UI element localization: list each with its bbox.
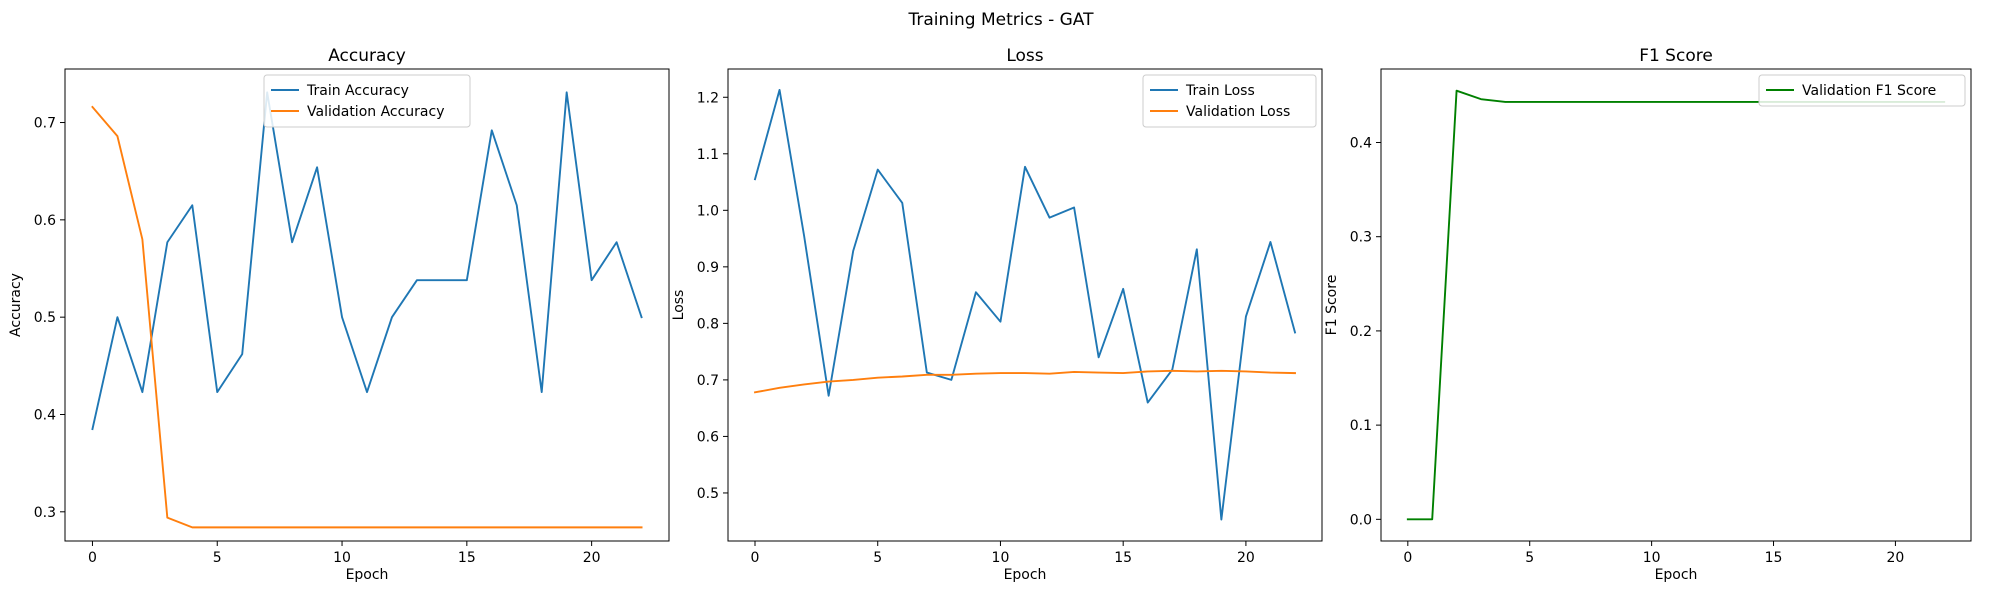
x-tick-label: 20 [583, 550, 601, 566]
x-tick-label: 10 [333, 550, 351, 566]
f1-score-x-axis-label: Epoch [1655, 567, 1698, 583]
accuracy-y-axis-label: Accuracy [8, 273, 24, 337]
loss-subplot-title: Loss [1006, 46, 1043, 66]
f1-score-subplot: 0 5 10 15 20 0.0 0.1 0.2 0.3 0.4 F1 Score Epoch F1 S… [1324, 46, 1972, 583]
legend-frame [1758, 74, 1966, 107]
legend-frame [1142, 74, 1317, 128]
y-tick-label: 0.4 [1350, 135, 1372, 151]
loss-legend: Train Loss Validation Loss [1142, 74, 1317, 128]
y-tick-label: 0.5 [697, 486, 719, 502]
loss-plot-frame [727, 68, 1323, 542]
y-tick-label: 0.1 [1350, 418, 1372, 434]
x-tick-label: 0 [751, 550, 760, 566]
validation-accuracy-line [91, 105, 643, 529]
y-tick-label: 0.3 [34, 505, 56, 521]
x-tick-label: 5 [1525, 550, 1534, 566]
accuracy-x-axis-label: Epoch [346, 567, 389, 583]
y-tick-label: 0.7 [34, 116, 56, 132]
x-tick-label: 15 [1765, 550, 1783, 566]
loss-y-axis-label: Loss [671, 290, 687, 321]
x-tick-label: 0 [88, 550, 97, 566]
loss-subplot: 0 5 10 15 20 0.5 0.6 0.7 0.8 0.9 1.0 1.1 1.2 Loss Epoc… [671, 46, 1323, 583]
accuracy-subplot-title: Accuracy [328, 46, 406, 66]
accuracy-legend: Train Accuracy Validation Accuracy [263, 74, 471, 128]
legend-entry-label: Train Accuracy [306, 83, 409, 99]
y-tick-label: 0.4 [34, 407, 56, 423]
x-tick-label: 20 [1887, 550, 1905, 566]
accuracy-subplot: 0 5 10 15 20 0.3 0.4 0.5 0.6 0.7 Accuracy Epoch Accu… [8, 46, 670, 583]
x-tick-label: 5 [873, 550, 882, 566]
accuracy-plot-frame [64, 68, 670, 542]
validation-loss-line [753, 369, 1296, 394]
y-tick-label: 0.6 [697, 429, 719, 445]
y-tick-label: 0.5 [34, 310, 56, 326]
validation-f1-score-line [1406, 89, 1946, 521]
y-tick-label: 0.7 [697, 373, 719, 389]
y-tick-label: 1.0 [697, 203, 719, 219]
f1-score-subplot-title: F1 Score [1639, 46, 1713, 66]
loss-x-axis-label: Epoch [1004, 567, 1047, 583]
y-tick-label: 0.0 [1350, 512, 1372, 528]
x-tick-label: 15 [1114, 550, 1132, 566]
legend-entry-label: Validation F1 Score [1802, 83, 1936, 99]
y-tick-label: 1.1 [697, 147, 719, 163]
x-tick-label: 0 [1403, 550, 1412, 566]
x-tick-label: 10 [992, 550, 1010, 566]
y-tick-label: 1.2 [697, 90, 719, 106]
y-tick-label: 0.9 [697, 260, 719, 276]
x-tick-label: 20 [1237, 550, 1255, 566]
x-tick-label: 10 [1643, 550, 1661, 566]
f1-score-plot-frame [1380, 68, 1972, 542]
y-tick-label: 0.6 [34, 213, 56, 229]
legend-entry-label: Validation Loss [1186, 104, 1290, 120]
figure-title: Training Metrics - GAT [908, 10, 1095, 30]
y-tick-label: 0.2 [1350, 324, 1372, 340]
legend-entry-label: Train Loss [1185, 83, 1255, 99]
y-tick-label: 0.8 [697, 316, 719, 332]
legend-frame [263, 74, 471, 128]
x-tick-label: 15 [458, 550, 476, 566]
f1-score-legend: Validation F1 Score [1758, 74, 1966, 107]
y-tick-label: 0.3 [1350, 230, 1372, 246]
f1-score-y-axis-label: F1 Score [1324, 275, 1340, 336]
train-accuracy-line [91, 91, 643, 431]
x-tick-label: 5 [213, 550, 222, 566]
train-loss-line [753, 88, 1297, 521]
legend-entry-label: Validation Accuracy [307, 104, 445, 120]
